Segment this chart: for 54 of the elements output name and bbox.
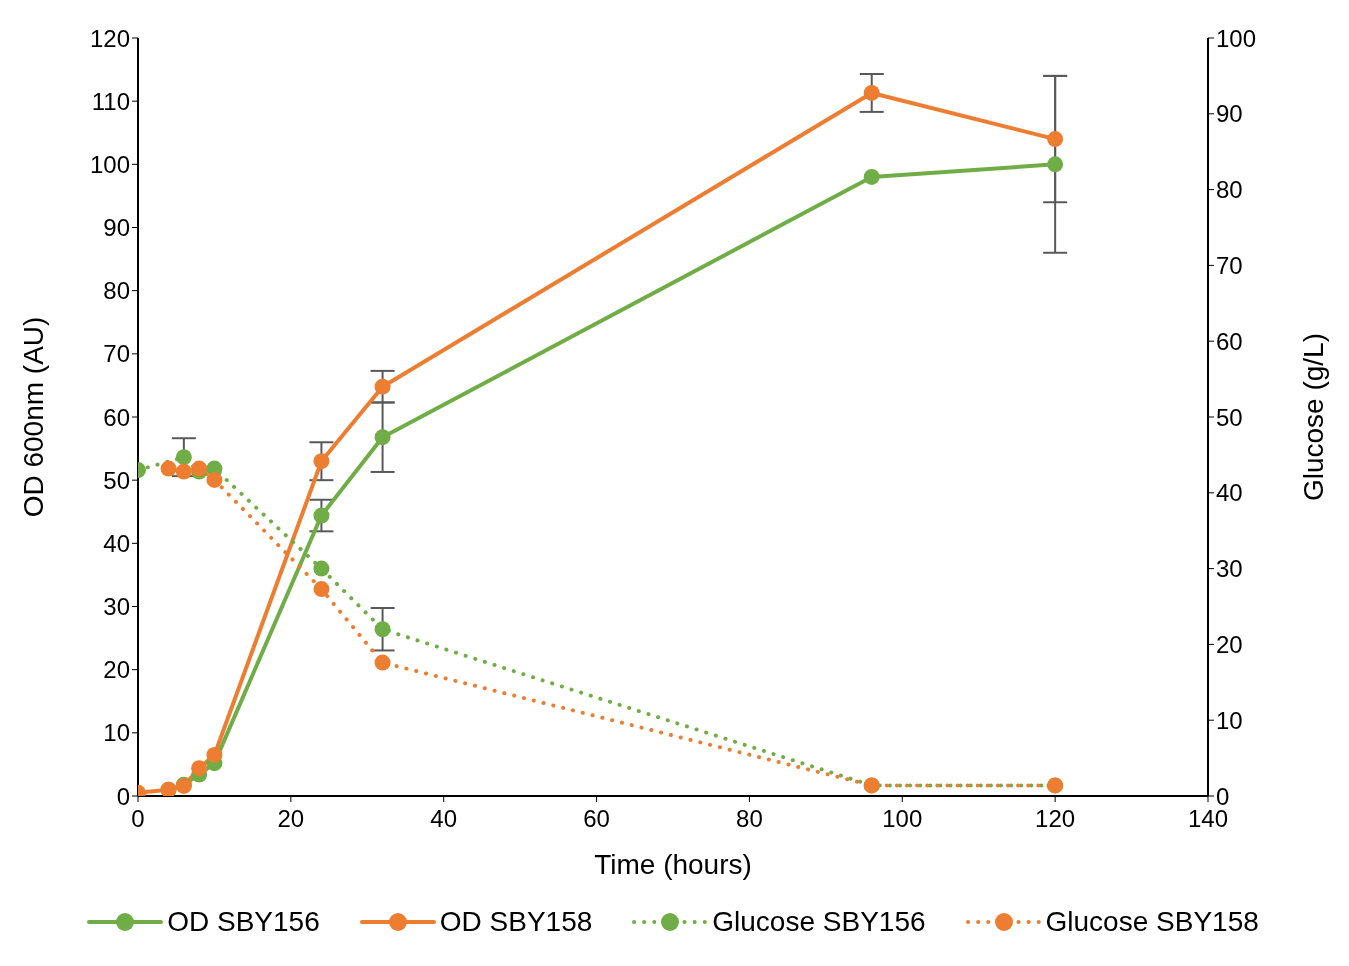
y2-tick-label: 10 (1216, 706, 1243, 734)
point (374, 654, 391, 671)
y-tick-label: 90 (103, 214, 130, 242)
y2-tick-label: 70 (1216, 251, 1243, 279)
legend-label: OD SBY158 (439, 906, 593, 938)
y2-tick-label: 80 (1216, 176, 1243, 204)
legend-label: Glucose SBY158 (1045, 906, 1259, 938)
y2-tick-label: 20 (1216, 630, 1243, 658)
point (863, 84, 880, 101)
y-tick-label: 10 (103, 719, 130, 747)
point (313, 507, 330, 524)
point (206, 746, 223, 763)
point (191, 760, 208, 777)
point (374, 621, 391, 638)
y2-tick-label: 30 (1216, 555, 1243, 583)
y2-tick-label: 50 (1216, 403, 1243, 431)
x-tick-label: 20 (277, 805, 305, 833)
point (313, 560, 330, 577)
point (160, 460, 177, 477)
point (374, 378, 391, 395)
point (175, 449, 192, 466)
x-tick-label: 60 (583, 805, 610, 833)
point (1047, 131, 1064, 148)
y-axis-title: OD 600nm (AU) (17, 316, 49, 518)
x-tick-label: 120 (1035, 805, 1076, 833)
point (863, 168, 880, 185)
x-axis-title: Time (hours) (594, 848, 752, 880)
x-tick-label: 40 (430, 805, 458, 833)
y-tick-label: 30 (103, 593, 130, 621)
point (1047, 156, 1064, 173)
y-tick-label: 60 (103, 403, 130, 431)
y-tick-label: 0 (116, 782, 130, 810)
x-tick-label: 80 (736, 805, 763, 833)
y2-axis-title: Glucose (g/L) (1297, 332, 1329, 502)
point (175, 463, 192, 480)
y-tick-label: 120 (89, 24, 130, 52)
point (313, 453, 330, 470)
y-tick-label: 110 (91, 87, 130, 115)
y-tick-label: 40 (103, 529, 130, 557)
y-tick-label: 20 (103, 656, 130, 684)
y2-tick-label: 40 (1216, 479, 1243, 507)
y2-tick-label: 90 (1216, 100, 1243, 128)
legend-label: Glucose SBY156 (712, 906, 926, 938)
y-tick-label: 70 (103, 340, 130, 368)
y2-tick-label: 60 (1216, 327, 1243, 355)
legend-label: OD SBY156 (167, 906, 320, 938)
point (313, 581, 330, 598)
y-tick-label: 50 (103, 466, 130, 494)
point (374, 429, 391, 446)
y-tick-label: 80 (103, 277, 130, 305)
y2-tick-label: 100 (1216, 24, 1257, 52)
y-tick-label: 100 (89, 150, 130, 178)
point (206, 471, 223, 488)
x-tick-label: 100 (882, 805, 923, 833)
